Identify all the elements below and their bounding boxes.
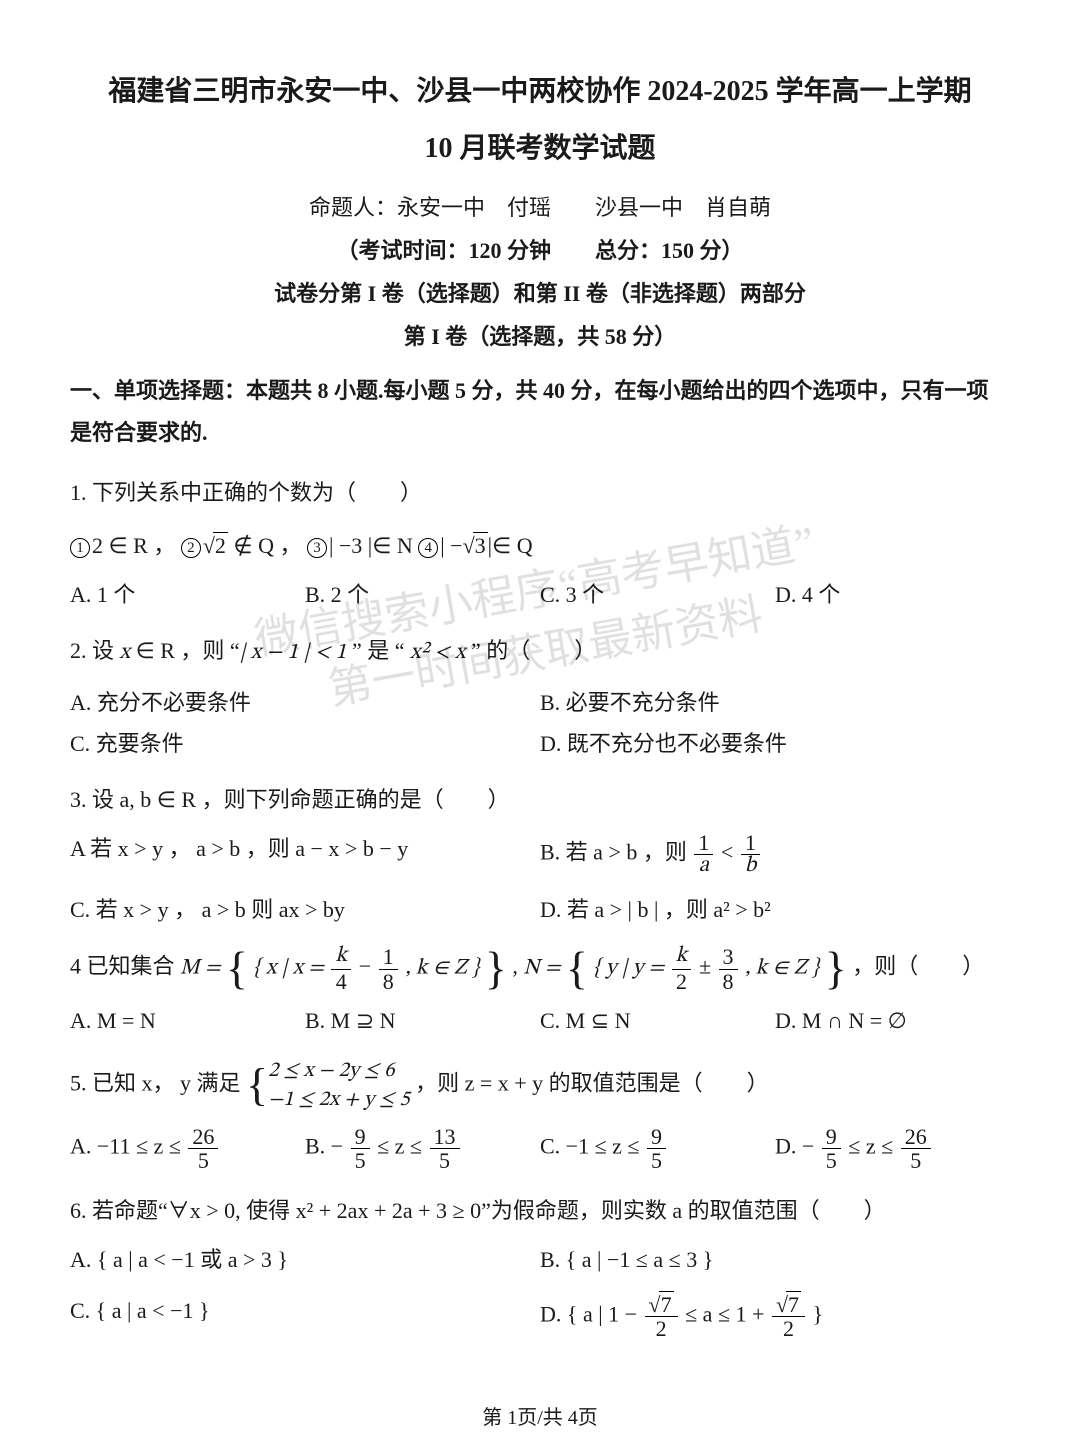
question-6: 6. 若命题“∀x > 0, 使得 x² + 2ax + 2a + 3 ≥ 0”…: [70, 1190, 1010, 1340]
q2-stem: 2. 设 x ∈ R ，则 “| x − 1 | < 1 ” 是 “ x² < …: [70, 630, 1010, 675]
q3-choice-b[interactable]: B. 若 a > b ，则 1a < 1b: [540, 831, 1010, 878]
q2-choice-a[interactable]: A. 充分不必要条件: [70, 685, 540, 720]
question-1: 1. 下列关系中正确的个数为（ ） 12 ∈ R ， 22 ∉ Q ， 3| −…: [70, 472, 1010, 612]
q1-choice-d[interactable]: D. 4 个: [775, 577, 1010, 612]
q1-choice-a[interactable]: A. 1 个: [70, 577, 305, 612]
q6-choice-b[interactable]: B. { a | −1 ≤ a ≤ 3 }: [540, 1242, 1010, 1277]
title-line-2: 10 月联考数学试题: [70, 127, 1010, 172]
q1-choice-c[interactable]: C. 3 个: [540, 577, 775, 612]
authors: 命题人：永安一中 付瑶 沙县一中 肖自萌: [70, 190, 1010, 225]
q1-stem: 1. 下列关系中正确的个数为（ ）: [70, 472, 1010, 514]
q4-choice-c[interactable]: C. M ⊆ N: [540, 1003, 775, 1038]
q1-items: 12 ∈ R ， 22 ∉ Q ， 3| −3 |∈ N 4| −3|∈ Q: [70, 528, 1010, 563]
q2-choice-b[interactable]: B. 必要不充分条件: [540, 685, 1010, 720]
q6-stem: 6. 若命题“∀x > 0, 使得 x² + 2ax + 2a + 3 ≥ 0”…: [70, 1190, 1010, 1232]
q6-choice-c[interactable]: C. { a | a < −1 }: [70, 1293, 540, 1340]
q4-choice-a[interactable]: A. M = N: [70, 1003, 305, 1038]
paper-structure: 试卷分第 I 卷（选择题）和第 II 卷（非选择题）两部分: [70, 276, 1010, 311]
q6-choice-d[interactable]: D. { a | 1 − 72 ≤ a ≤ 1 + 72 }: [540, 1293, 1010, 1340]
question-4: 4 已知集合 M = { { x | x = k4 − 18 , k ∈ Z }…: [70, 945, 1010, 1037]
q5-stem: 5. 已知 x， y 满足 { 2 ≤ x − 2y ≤ 6 −1 ≤ 2x +…: [70, 1056, 1010, 1115]
question-5: 5. 已知 x， y 满足 { 2 ≤ x − 2y ≤ 6 −1 ≤ 2x +…: [70, 1056, 1010, 1172]
q4-stem: 4 已知集合 M = { { x | x = k4 − 18 , k ∈ Z }…: [70, 945, 1010, 992]
part-1-heading: 第 I 卷（选择题，共 58 分）: [70, 319, 1010, 354]
page-footer: 第 1页/共 4页: [0, 1402, 1080, 1434]
q5-choice-b[interactable]: B. − 95 ≤ z ≤ 135: [305, 1125, 540, 1172]
q1-choice-b[interactable]: B. 2 个: [305, 577, 540, 612]
question-2: 2. 设 x ∈ R ，则 “| x − 1 | < 1 ” 是 “ x² < …: [70, 630, 1010, 761]
q2-choice-c[interactable]: C. 充要条件: [70, 726, 540, 761]
q5-choice-a[interactable]: A. −11 ≤ z ≤ 265: [70, 1125, 305, 1172]
q6-choice-a[interactable]: A. { a | a < −1 或 a > 3 }: [70, 1242, 540, 1277]
section-instructions: 一、单项选择题：本题共 8 小题.每小题 5 分，共 40 分，在每小题给出的四…: [70, 370, 1010, 454]
q2-choice-d[interactable]: D. 既不充分也不必要条件: [540, 726, 1010, 761]
q5-choice-d[interactable]: D. − 95 ≤ z ≤ 265: [775, 1125, 1010, 1172]
title-line-1: 福建省三明市永安一中、沙县一中两校协作 2024-2025 学年高一上学期: [70, 70, 1010, 115]
q3-choice-d[interactable]: D. 若 a > | b | ，则 a² > b²: [540, 892, 1010, 927]
q4-choice-b[interactable]: B. M ⊇ N: [305, 1003, 540, 1038]
question-3: 3. 设 a, b ∈ R ，则下列命题正确的是（ ） A 若 x > y ， …: [70, 779, 1010, 927]
q3-choice-a[interactable]: A 若 x > y ， a > b ，则 a − x > b − y: [70, 831, 540, 878]
exam-info: （考试时间：120 分钟 总分：150 分）: [70, 233, 1010, 268]
q3-choice-c[interactable]: C. 若 x > y ， a > b 则 ax > by: [70, 892, 540, 927]
q4-choice-d[interactable]: D. M ∩ N = ∅: [775, 1003, 1010, 1038]
q5-choice-c[interactable]: C. −1 ≤ z ≤ 95: [540, 1125, 775, 1172]
q3-stem: 3. 设 a, b ∈ R ，则下列命题正确的是（ ）: [70, 779, 1010, 821]
